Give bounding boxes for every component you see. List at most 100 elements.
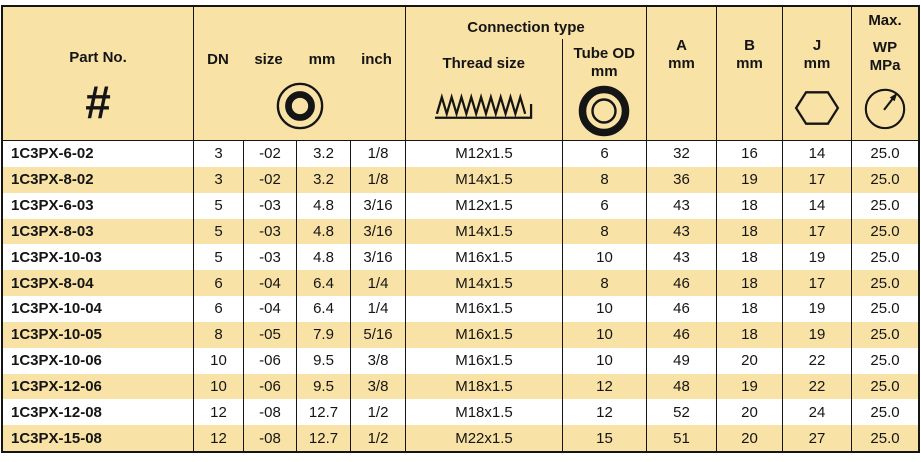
spec-cell: 6.4: [296, 270, 350, 297]
spec-cell: 10: [562, 347, 646, 374]
spec-cell: M18x1.5: [405, 399, 562, 426]
hash-icon: #: [85, 76, 111, 128]
spec-cell: 9.5: [296, 347, 350, 374]
spec-cell: 25.0: [851, 296, 918, 322]
spec-cell: 5: [193, 244, 243, 271]
spec-cell: 8: [562, 166, 646, 193]
header-tube-od: Tube OD mm: [561, 39, 647, 140]
spec-cell: 3/16: [350, 218, 405, 245]
spec-cell: 27: [782, 425, 851, 452]
header-a: A mm: [646, 7, 716, 141]
spec-cell: 10: [562, 321, 646, 348]
spec-cell: 17: [782, 218, 851, 245]
spec-cell: 49: [646, 347, 716, 374]
spec-cell: 3: [193, 141, 243, 167]
spec-cell: 9.5: [296, 373, 350, 400]
spec-cell: 52: [646, 399, 716, 426]
header-j: J mm: [782, 7, 851, 141]
spec-cell: 5/16: [350, 321, 405, 348]
spec-cell: M22x1.5: [405, 425, 562, 452]
header-thread-size: Thread size: [406, 39, 562, 140]
spec-cell: -04: [243, 296, 296, 322]
spec-cell: 43: [646, 244, 716, 271]
header-part-no: Part No. #: [3, 7, 193, 141]
spec-cell: M16x1.5: [405, 244, 562, 271]
spec-cell: -08: [243, 425, 296, 452]
spec-cell: 43: [646, 192, 716, 219]
spec-cell: 10: [562, 244, 646, 271]
spec-cell: 3.2: [296, 166, 350, 193]
spec-cell: 22: [782, 373, 851, 400]
spec-cell: 25.0: [851, 244, 918, 271]
a-label: A: [676, 37, 687, 54]
mpa-label: MPa: [869, 57, 901, 74]
spec-cell: 4.8: [296, 218, 350, 245]
tube-od-label: Tube OD: [573, 45, 635, 62]
spec-cell: 3.2: [296, 141, 350, 167]
spec-cell: 32: [646, 141, 716, 167]
spec-cell: 3: [193, 166, 243, 193]
tube-cross-section-icon: [276, 82, 323, 130]
spec-cell: 12: [562, 373, 646, 400]
spec-cell: 1/4: [350, 270, 405, 297]
spec-cell: 19: [782, 244, 851, 271]
part-no-cell: 1C3PX-8-02: [3, 166, 193, 193]
spec-cell: 6: [193, 270, 243, 297]
max-label: Max.: [868, 12, 902, 29]
spec-cell: -06: [243, 347, 296, 374]
spec-cell: 15: [562, 425, 646, 452]
spec-cell: 25.0: [851, 270, 918, 297]
spec-cell: M14x1.5: [405, 218, 562, 245]
connection-type-subcells: Thread size Tube OD mm: [406, 39, 646, 140]
part-no-cell: 1C3PX-12-06: [3, 373, 193, 400]
spec-cell: 3/16: [350, 192, 405, 219]
spec-cell: 18: [716, 270, 782, 297]
spec-cell: 20: [716, 425, 782, 452]
spec-cell: 14: [782, 192, 851, 219]
part-no-cell: 1C3PX-10-03: [3, 244, 193, 271]
part-no-cell: 1C3PX-15-08: [3, 425, 193, 452]
spec-cell: 12: [562, 399, 646, 426]
header-b: B mm: [716, 7, 782, 141]
b-label: B: [744, 37, 755, 54]
spec-cell: 19: [716, 166, 782, 193]
spec-cell: 25.0: [851, 166, 918, 193]
spec-cell: 5: [193, 192, 243, 219]
spec-cell: 46: [646, 296, 716, 322]
spec-table: Part No. # DN size mm inch Connection ty…: [1, 5, 920, 454]
header-connection-type: Connection type Thread size Tube OD mm: [405, 7, 646, 141]
part-no-cell: 1C3PX-10-04: [3, 296, 193, 322]
spec-cell: 48: [646, 373, 716, 400]
spec-cell: 19: [782, 321, 851, 348]
spec-cell: 1/2: [350, 425, 405, 452]
spec-cell: 25.0: [851, 347, 918, 374]
part-no-cell: 1C3PX-10-05: [3, 321, 193, 348]
spec-cell: 10: [562, 296, 646, 322]
spec-cell: 46: [646, 270, 716, 297]
header-max-wp: Max. WP MPa: [851, 7, 918, 141]
spec-cell: 8: [562, 218, 646, 245]
spec-cell: 51: [646, 425, 716, 452]
spec-cell: -03: [243, 192, 296, 219]
spec-cell: -02: [243, 141, 296, 167]
spec-cell: 18: [716, 296, 782, 322]
spec-cell: 19: [716, 373, 782, 400]
part-no-label: Part No.: [69, 49, 127, 66]
spec-cell: 36: [646, 166, 716, 193]
spec-cell: 24: [782, 399, 851, 426]
spec-cell: -03: [243, 218, 296, 245]
spec-cell: 19: [782, 296, 851, 322]
thread-profile-icon: [434, 93, 532, 119]
spec-cell: 25.0: [851, 373, 918, 400]
spec-cell: M16x1.5: [405, 321, 562, 348]
spec-cell: 25.0: [851, 425, 918, 452]
spec-cell: 1/4: [350, 296, 405, 322]
spec-cell: 1/8: [350, 141, 405, 167]
spec-cell: 6: [193, 296, 243, 322]
dn-label: DN: [207, 51, 229, 68]
spec-cell: 5: [193, 218, 243, 245]
part-no-cell: 1C3PX-12-08: [3, 399, 193, 426]
part-no-cell: 1C3PX-8-04: [3, 270, 193, 297]
spec-cell: 20: [716, 399, 782, 426]
spec-cell: 16: [716, 141, 782, 167]
